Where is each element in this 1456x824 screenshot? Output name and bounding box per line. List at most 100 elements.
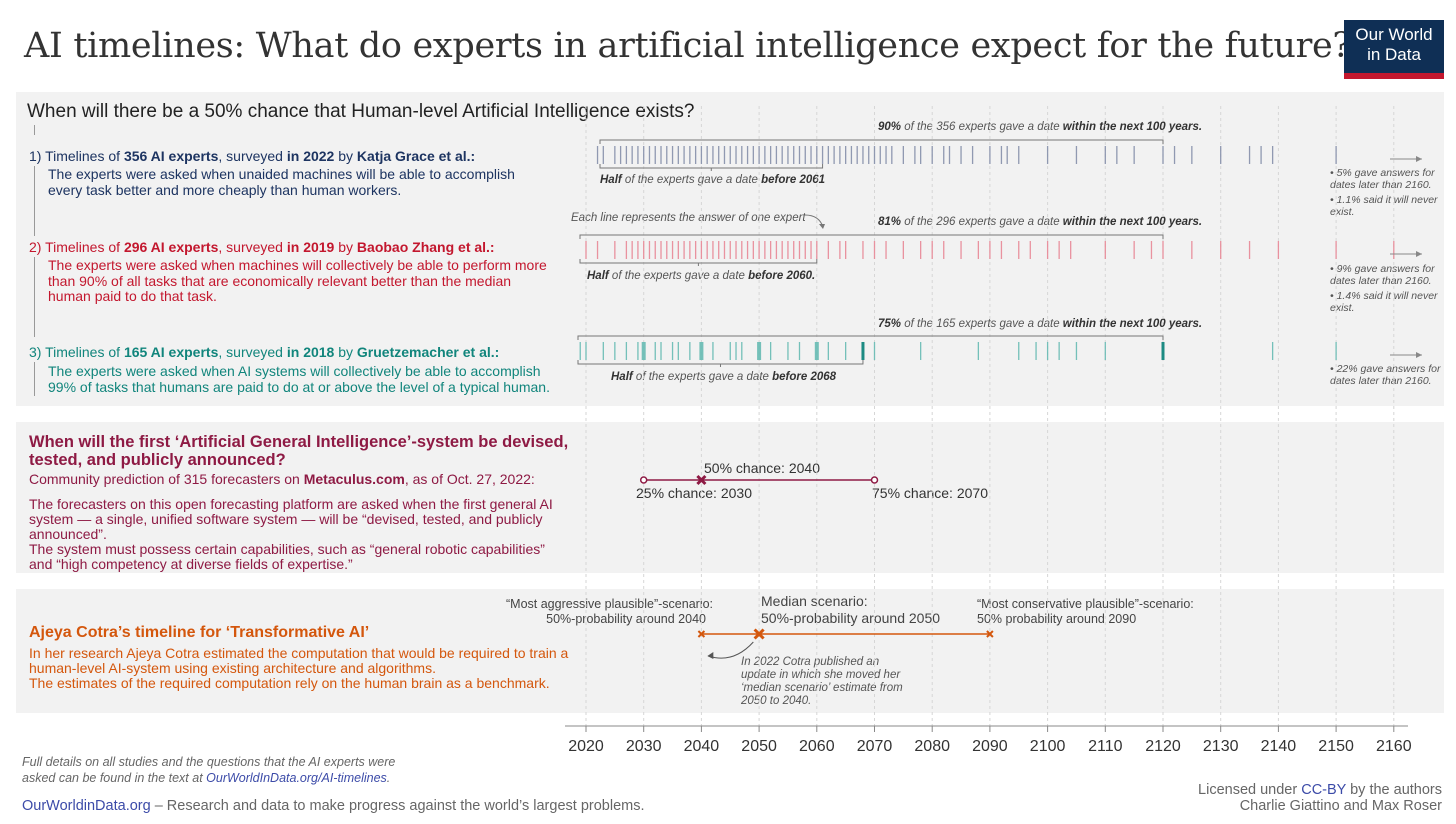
cotra-conservative-marker — [986, 630, 994, 638]
side-note: • 5% gave answers for dates later than 2… — [1330, 167, 1435, 191]
expert-answer-line — [729, 241, 731, 259]
expert-answer-line — [735, 146, 737, 164]
expert-answer-line — [781, 241, 783, 259]
later-arrowhead — [1416, 352, 1422, 358]
expert-answer-line — [1248, 241, 1251, 259]
x-tick-label: 2130 — [1203, 738, 1239, 755]
expert-answer-line — [1046, 146, 1049, 164]
expert-answer-line — [694, 146, 697, 164]
cotra-desc-2: The estimates of the required computatio… — [29, 675, 550, 691]
expert-answer-line — [989, 241, 991, 259]
expert-answer-line — [752, 146, 754, 164]
expert-answer-line — [769, 241, 772, 259]
strip-series-2 — [585, 241, 1395, 259]
expert-answer-line — [804, 146, 806, 164]
expert-answer-line — [798, 342, 801, 360]
expert-answer-line — [718, 146, 720, 164]
owid-logo[interactable]: Our World in Data — [1344, 20, 1444, 79]
expert-answer-line — [654, 146, 656, 164]
expert-answer-line — [769, 146, 772, 164]
expert-answer-line — [931, 241, 933, 259]
details-link[interactable]: OurWorldInData.org/AI-timelines — [206, 771, 387, 785]
side-note: • 1.1% said it will never exist. — [1330, 194, 1438, 218]
expert-answer-line — [798, 241, 801, 259]
scenario-median-1: Median scenario: — [761, 593, 868, 609]
median-brace — [577, 360, 864, 365]
expert-answer-line — [839, 146, 841, 164]
expert-answer-line — [1260, 146, 1262, 164]
survey-3-heading: 3) Timelines of 165 AI experts, surveyed… — [29, 344, 500, 360]
later-arrowhead — [1416, 251, 1422, 257]
expert-answer-line — [873, 146, 876, 164]
survey-2-heading: 2) Timelines of 296 AI experts, surveyed… — [29, 239, 495, 255]
expert-answer-line — [781, 146, 783, 164]
expert-answer-line — [827, 146, 829, 164]
expert-answer-line — [810, 146, 812, 164]
x-tick-label: 2120 — [1145, 738, 1181, 755]
expert-answer-line — [1075, 146, 1078, 164]
survey-2-bottom-note: Half of the experts gave a date before 2… — [587, 270, 816, 282]
expert-answer-line — [948, 146, 951, 164]
expert-answer-line — [735, 342, 737, 360]
bracket-line — [34, 362, 35, 396]
expert-answer-line — [885, 241, 887, 259]
x-tick-label: 2040 — [684, 738, 720, 755]
expert-answer-line — [694, 241, 697, 259]
expert-answer-line — [787, 146, 789, 164]
side-note: • 9% gave answers for dates later than 2… — [1330, 263, 1435, 287]
expert-answer-line — [585, 241, 587, 259]
expert-answer-line — [758, 146, 760, 164]
survey-3-top-note: 75% of the 165 experts gave a date withi… — [878, 318, 1203, 330]
survey-1-heading: 1) Timelines of 356 AI experts, surveyed… — [29, 148, 476, 164]
expert-answer-line — [931, 146, 933, 164]
expert-answer-line — [1104, 146, 1106, 164]
site-link[interactable]: OurWorldinData.org — [22, 798, 151, 814]
expert-answer-line — [1018, 241, 1020, 259]
expert-answer-line — [1248, 146, 1251, 164]
survey-1-bottom-note: Half of the experts gave a date before 2… — [600, 174, 826, 186]
expert-answer-line — [585, 342, 587, 360]
expert-answer-line — [943, 241, 945, 259]
interval-lines — [639, 474, 994, 659]
expert-answer-line — [643, 146, 645, 164]
x-tick-label: 2090 — [972, 738, 1008, 755]
expert-answer-line — [1271, 146, 1274, 164]
expert-answer-line — [1000, 146, 1003, 164]
expert-answer-line — [723, 241, 726, 259]
expert-answer-line — [654, 342, 656, 360]
expert-answer-line — [660, 342, 662, 360]
metaculus-desc-2: The system must possess certain capabili… — [29, 541, 545, 572]
expert-answer-line — [631, 241, 633, 259]
expert-answer-line — [1162, 241, 1164, 259]
expert-answer-line — [1018, 146, 1020, 164]
expert-answer-line — [920, 342, 922, 360]
expert-answer-line — [827, 342, 829, 360]
x-tick-label: 2160 — [1376, 738, 1412, 755]
expert-answer-line — [920, 146, 922, 164]
cotra-update-arrowhead — [707, 652, 714, 659]
expert-answer-line — [1133, 241, 1135, 259]
expert-answer-line — [648, 241, 651, 259]
agi-p25-marker — [639, 476, 648, 484]
expert-answer-line — [660, 241, 662, 259]
expert-answer-line — [637, 146, 639, 164]
survey-2-side-notes: • 9% gave answers for dates later than 2… — [1330, 263, 1442, 314]
expert-answer-line — [816, 146, 818, 164]
expert-answer-line — [666, 146, 668, 164]
expert-answer-line — [1220, 241, 1222, 259]
expert-answer-line — [752, 241, 754, 259]
expert-answer-line — [671, 241, 674, 259]
expert-answer-line — [631, 146, 633, 164]
within-100y-brace — [579, 234, 1164, 239]
cotra-update-note: In 2022 Cotra published an update in whi… — [741, 656, 903, 707]
x-tick-label: 2150 — [1318, 738, 1354, 755]
expert-answer-line — [619, 146, 622, 164]
median-brace — [599, 164, 824, 169]
expert-answer-line — [689, 146, 691, 164]
x-tick-label: 2100 — [1030, 738, 1066, 755]
expert-answer-line — [873, 241, 876, 259]
license-link[interactable]: CC-BY — [1301, 782, 1347, 798]
expert-answer-line — [641, 342, 646, 360]
question-agi: When will the first ‘Artificial General … — [29, 433, 569, 469]
expert-answer-line — [602, 342, 604, 360]
